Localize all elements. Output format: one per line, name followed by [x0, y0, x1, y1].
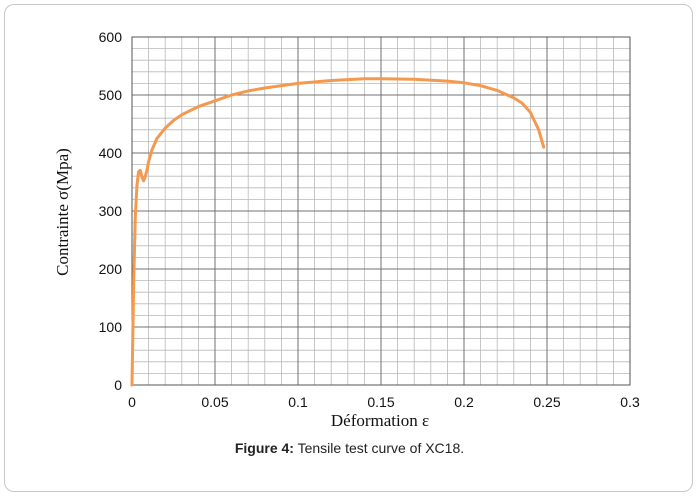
x-tick-label: 0.2 [454, 394, 474, 410]
x-axis-label: Déformation ε [331, 411, 429, 430]
x-tick-labels: 0 0.05 0.1 0.15 0.2 0.25 0.3 [128, 394, 640, 410]
caption-label: Figure 4: [234, 440, 294, 456]
stress-strain-line [130, 77, 546, 387]
x-tick-label: 0.05 [201, 394, 228, 410]
figure-card [4, 4, 693, 492]
plot-frame [131, 36, 631, 386]
figure-caption: Figure 4: Tensile test curve of XC18. [0, 440, 699, 456]
x-tick-label: 0.25 [533, 394, 560, 410]
y-tick-label: 0 [114, 377, 122, 393]
y-tick-label: 500 [99, 87, 123, 103]
y-tick-labels: 0 100 200 300 400 500 600 [99, 29, 123, 393]
x-tick-label: 0.15 [367, 394, 394, 410]
y-tick-label: 400 [99, 145, 123, 161]
y-axis-label: Contrainte σ(Mpa) [53, 148, 72, 276]
x-tick-label: 0 [128, 394, 136, 410]
major-grid [131, 36, 631, 386]
y-tick-label: 600 [99, 29, 123, 45]
x-tick-label: 0.1 [288, 394, 308, 410]
y-tick-label: 200 [99, 261, 123, 277]
x-tick-label: 0.3 [620, 394, 640, 410]
y-tick-label: 300 [99, 203, 123, 219]
y-tick-label: 100 [99, 319, 123, 335]
caption-text: Tensile test curve of XC18. [293, 440, 465, 456]
